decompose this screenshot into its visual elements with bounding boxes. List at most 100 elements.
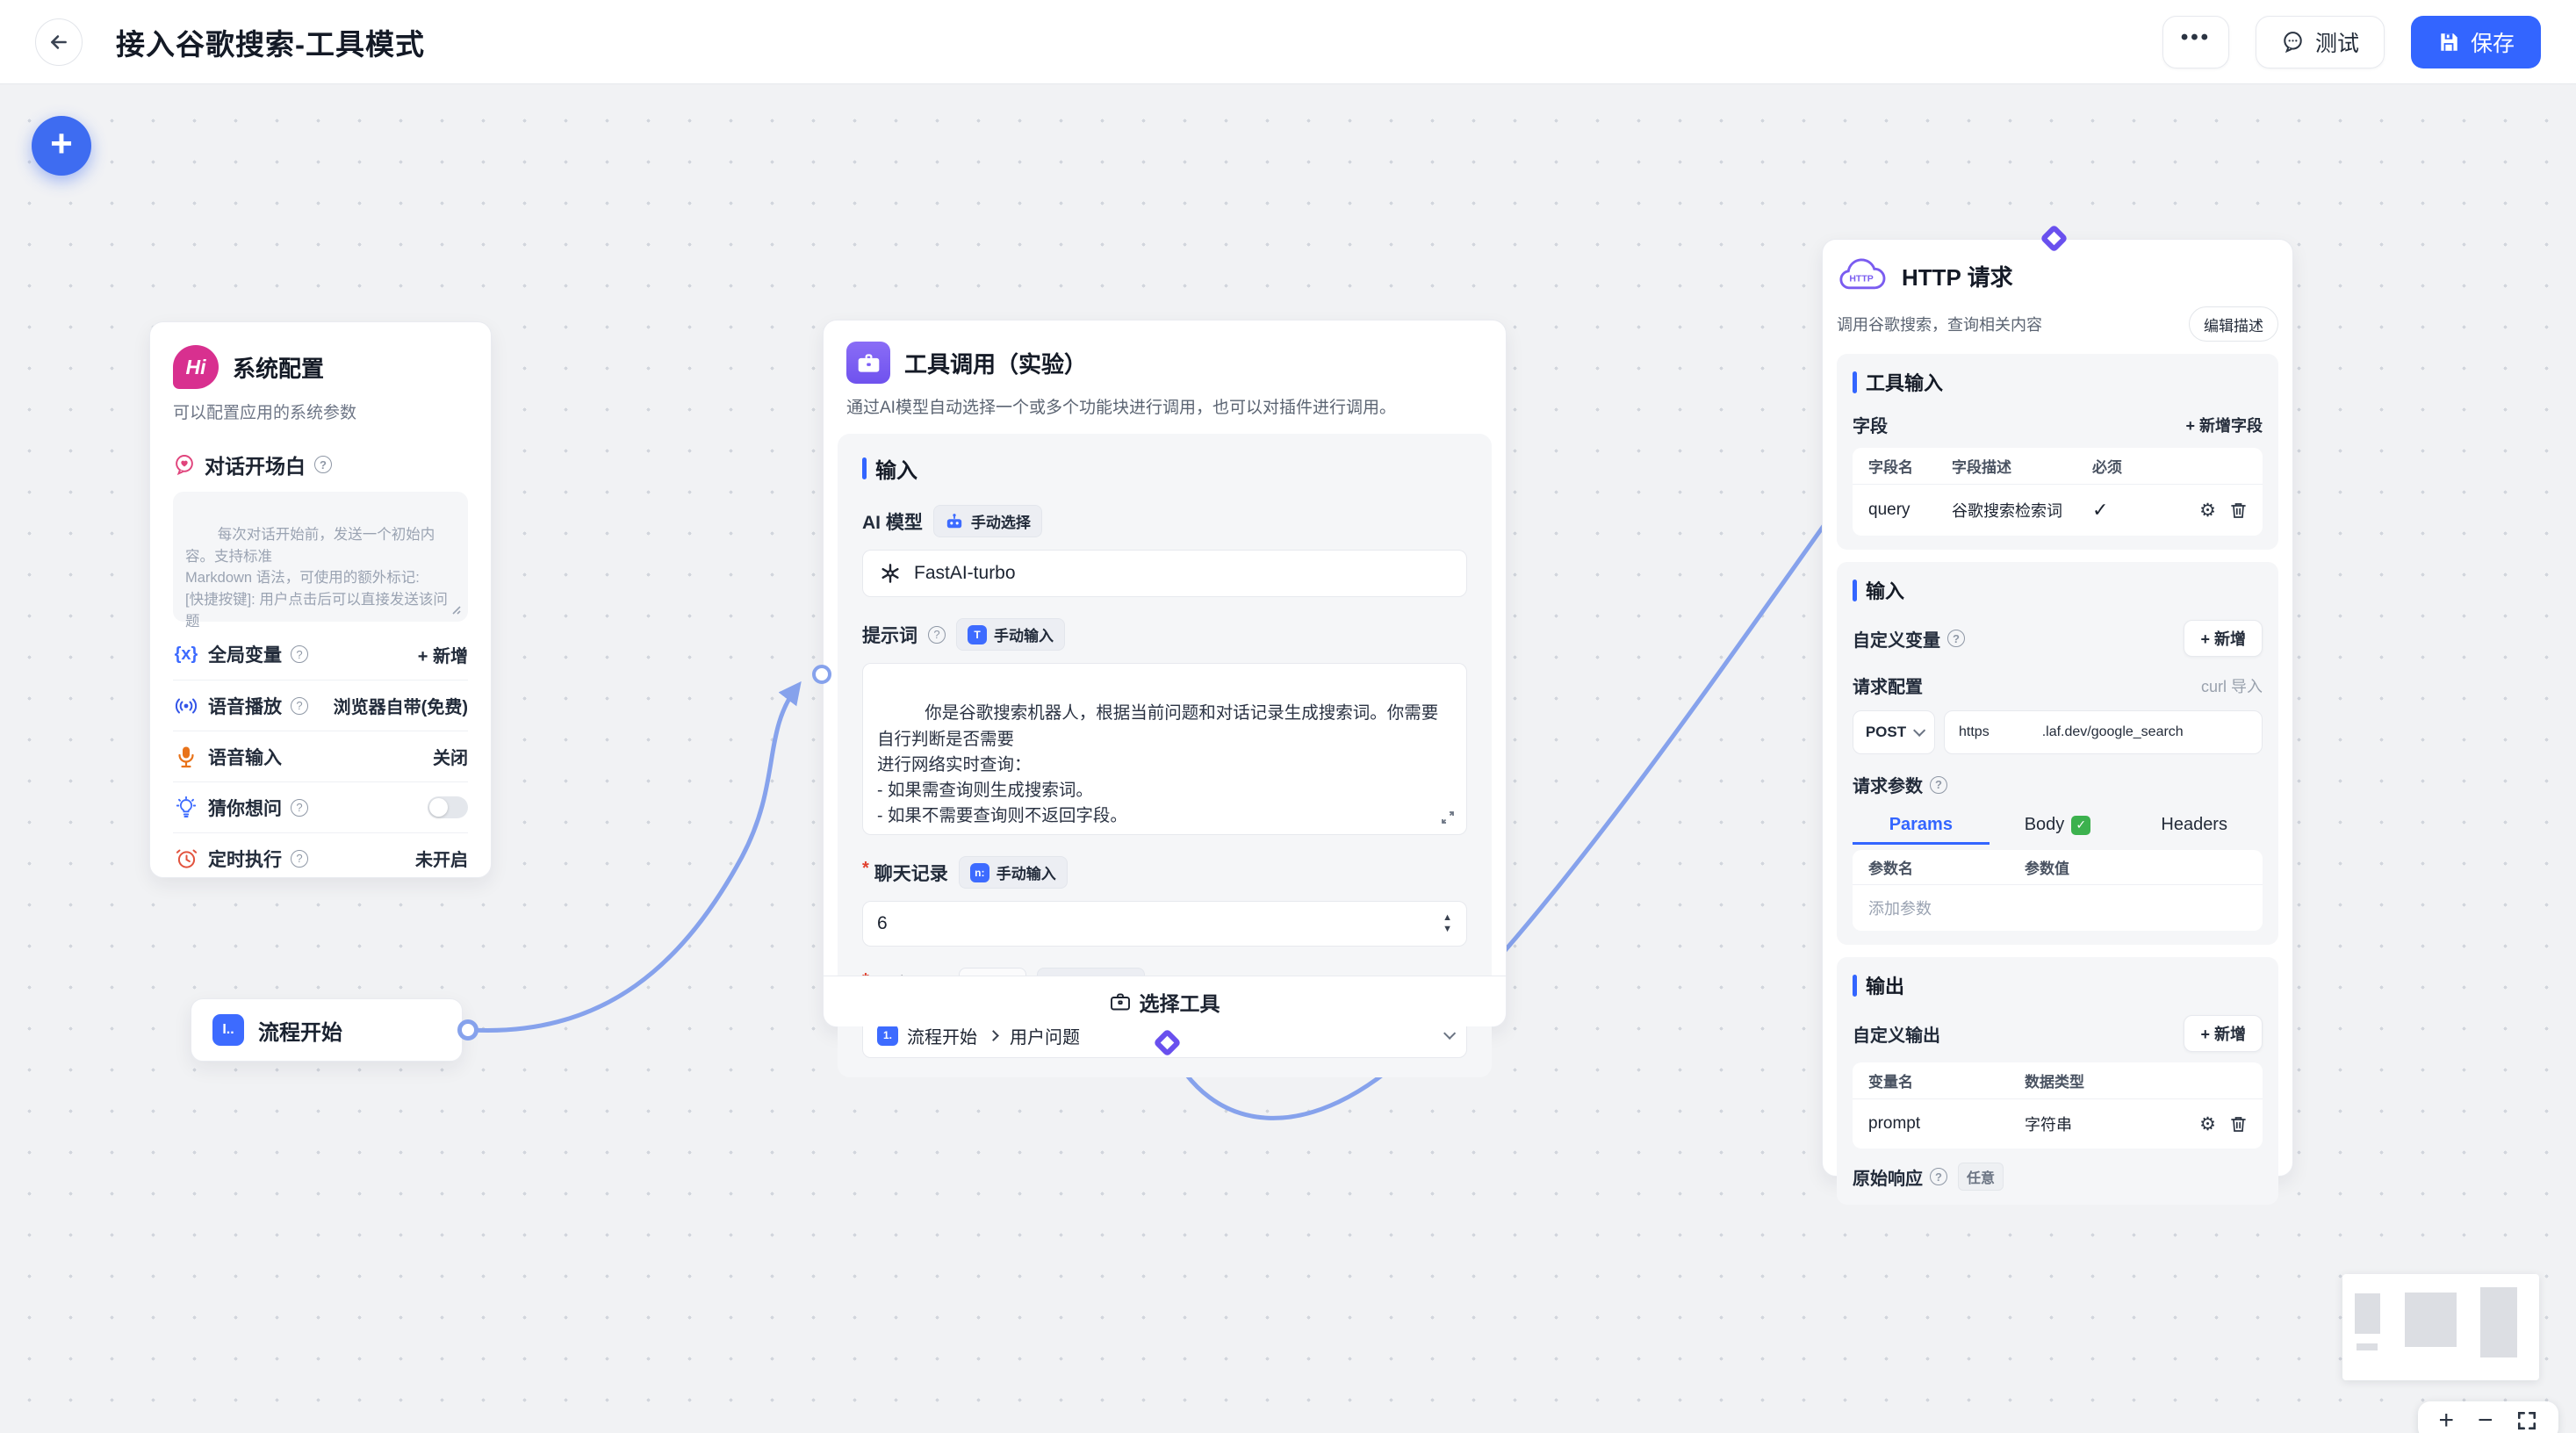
node-flow-start[interactable]: I.. 流程开始 [191, 998, 463, 1062]
alarm-clock-icon [173, 847, 199, 870]
tool-input-handle[interactable] [812, 665, 831, 684]
help-icon[interactable]: ? [1930, 1168, 1947, 1185]
col-param-value: 参数值 [2025, 861, 2069, 877]
manual-select-chip[interactable]: 手动选择 [932, 505, 1042, 537]
test-button[interactable]: 测试 [2255, 15, 2385, 68]
chevron-down-icon [1913, 724, 1926, 737]
zoom-out-button[interactable]: − [2477, 1406, 2493, 1433]
tab-headers-label: Headers [2161, 815, 2227, 834]
gear-icon[interactable]: ⚙ [2199, 500, 2216, 521]
save-button[interactable]: 保存 [2410, 15, 2541, 68]
number-input-icon: n: [969, 862, 989, 882]
voice-input-value[interactable]: 关闭 [433, 749, 468, 768]
robot-icon [946, 513, 962, 528]
add-node-button[interactable]: + [32, 116, 91, 176]
help-icon[interactable]: ? [1947, 630, 1965, 647]
test-button-label: 测试 [2314, 31, 2359, 56]
curl-import-link[interactable]: curl 导入 [2200, 677, 2263, 695]
system-config-title: 系统配置 [233, 355, 325, 382]
minimap-node-system [2355, 1293, 2380, 1334]
page-title: 接入谷歌搜索-工具模式 [116, 27, 425, 61]
add-param-row[interactable]: 添加参数 [1853, 885, 2263, 931]
method-select[interactable]: POST [1853, 710, 1935, 754]
params-table-header: 参数名 参数值 [1853, 850, 2263, 885]
suggested-questions-toggle[interactable] [428, 796, 468, 818]
fit-view-button[interactable] [2516, 1410, 2537, 1431]
trash-icon[interactable] [2230, 1115, 2247, 1133]
flow-canvas[interactable]: + Hi 系统配置 可以配置应用的系统参数 对话开场白 ? 每次对话开始前，发送… [0, 84, 2576, 1433]
gear-icon[interactable]: ⚙ [2199, 1113, 2216, 1134]
field-desc-cell: 谷歌搜索检索词 [1952, 502, 2062, 520]
help-icon[interactable]: ? [291, 798, 308, 817]
row-voice-playback[interactable]: 语音播放 ? 浏览器自带(免费) [173, 680, 468, 731]
edit-description-button[interactable]: 编辑描述 [2189, 306, 2278, 342]
request-config-row: 请求配置 curl 导入 [1853, 673, 2263, 698]
row-voice-input[interactable]: 语音输入 关闭 [173, 731, 468, 781]
system-config-desc: 可以配置应用的系统参数 [173, 404, 357, 422]
field-table-row[interactable]: query 谷歌搜索检索词 ✓ ⚙ [1853, 485, 2263, 536]
add-variable-button[interactable]: + 新增 [2184, 620, 2263, 657]
opening-label: 对话开场白 [205, 455, 306, 478]
trash-icon[interactable] [2230, 501, 2247, 519]
row-global-variables[interactable]: {x} 全局变量 ? + 新增 [173, 629, 468, 680]
prompt-textarea[interactable]: 你是谷歌搜索机器人，根据当前问题和对话记录生成搜索词。你需要自行判断是否需要 进… [862, 663, 1467, 835]
help-icon[interactable]: ? [291, 645, 308, 663]
row-label: 语音输入 [208, 747, 282, 768]
help-icon[interactable]: ? [291, 696, 308, 715]
voice-playback-value[interactable]: 浏览器自带(免费) [333, 698, 468, 717]
manual-input-label: 手动输入 [996, 866, 1056, 882]
section-bar [1853, 371, 1857, 393]
field-name-cell: query [1868, 500, 1910, 519]
node-tool-call[interactable]: 工具调用（实验） 通过AI模型自动选择一个或多个功能块进行调用，也可以对插件进行… [823, 320, 1507, 1077]
col-field-name: 字段名 [1868, 459, 1913, 476]
help-icon[interactable]: ? [314, 456, 332, 473]
zoom-in-button[interactable]: + [2438, 1406, 2455, 1433]
model-select[interactable]: FastAI-turbo [862, 550, 1467, 597]
col-field-desc: 字段描述 [1952, 459, 2011, 476]
node-http-request[interactable]: HTTP HTTP 请求 调用谷歌搜索，查询相关内容 编辑描述 工具输入 字段 … [1822, 239, 2293, 1205]
expand-icon[interactable] [1440, 810, 1456, 825]
add-field-button[interactable]: + 新增字段 [2185, 416, 2263, 435]
manual-input-chip[interactable]: T 手动输入 [956, 618, 1065, 651]
number-stepper[interactable]: ▲ ▼ [1443, 913, 1452, 934]
opening-textarea[interactable]: 每次对话开始前，发送一个初始内容。支持标准 Markdown 语法，可使用的额外… [173, 492, 468, 630]
help-icon[interactable]: ? [1930, 775, 1947, 794]
stepper-down-icon[interactable]: ▼ [1443, 924, 1452, 934]
select-tool-button[interactable]: 选择工具 [824, 976, 1506, 1026]
minimap[interactable] [2342, 1274, 2539, 1380]
flow-start-title: 流程开始 [258, 1020, 342, 1045]
node-system-config[interactable]: Hi 系统配置 可以配置应用的系统参数 对话开场白 ? 每次对话开始前，发送一个… [149, 321, 492, 878]
output-table-row[interactable]: prompt 字符串 ⚙ [1853, 1099, 2263, 1149]
scheduled-run-value[interactable]: 未开启 [415, 851, 468, 870]
flow-start-output-handle[interactable] [457, 1019, 479, 1041]
tab-headers[interactable]: Headers [2126, 808, 2263, 845]
chat-history-input[interactable]: 6 ▲ ▼ [862, 901, 1467, 947]
row-suggested-questions[interactable]: 猜你想问 ? [173, 781, 468, 832]
add-output-button[interactable]: + 新增 [2184, 1015, 2263, 1052]
help-icon[interactable]: ? [928, 625, 946, 644]
row-label: 猜你想问 [208, 798, 282, 819]
row-scheduled-run[interactable]: 定时执行 ? 未开启 [173, 832, 468, 883]
manual-input-chip[interactable]: n: 手动输入 [958, 856, 1068, 889]
url-input[interactable]: https .laf.dev/google_search [1944, 710, 2263, 754]
add-variable-action[interactable]: + 新增 [417, 646, 468, 666]
select-tool-label: 选择工具 [1139, 991, 1220, 1015]
stepper-up-icon[interactable]: ▲ [1443, 912, 1452, 923]
params-table: 参数名 参数值 添加参数 [1853, 850, 2263, 931]
resize-handle-icon[interactable] [450, 603, 461, 615]
more-menu-button[interactable]: ••• [2162, 15, 2229, 68]
tab-params[interactable]: Params [1853, 808, 1990, 845]
custom-variable-text: 自定义变量 [1853, 630, 1940, 651]
output-var-cell: prompt [1868, 1114, 1921, 1133]
openai-logo-icon [881, 564, 899, 583]
tab-body[interactable]: Body ✓ [1990, 808, 2126, 845]
chevron-down-icon [1443, 1026, 1457, 1040]
section-bar [862, 457, 867, 479]
row-actions: ⚙ [2199, 1115, 2247, 1134]
request-config-label: 请求配置 [1853, 678, 1923, 697]
help-icon[interactable]: ? [291, 849, 308, 868]
raw-response-label: 原始响应 ? 任意 [1853, 1163, 2004, 1191]
input-section-label: 输入 [875, 459, 917, 483]
back-button[interactable] [35, 18, 83, 66]
opening-label-row: 对话开场白 ? [173, 450, 468, 479]
